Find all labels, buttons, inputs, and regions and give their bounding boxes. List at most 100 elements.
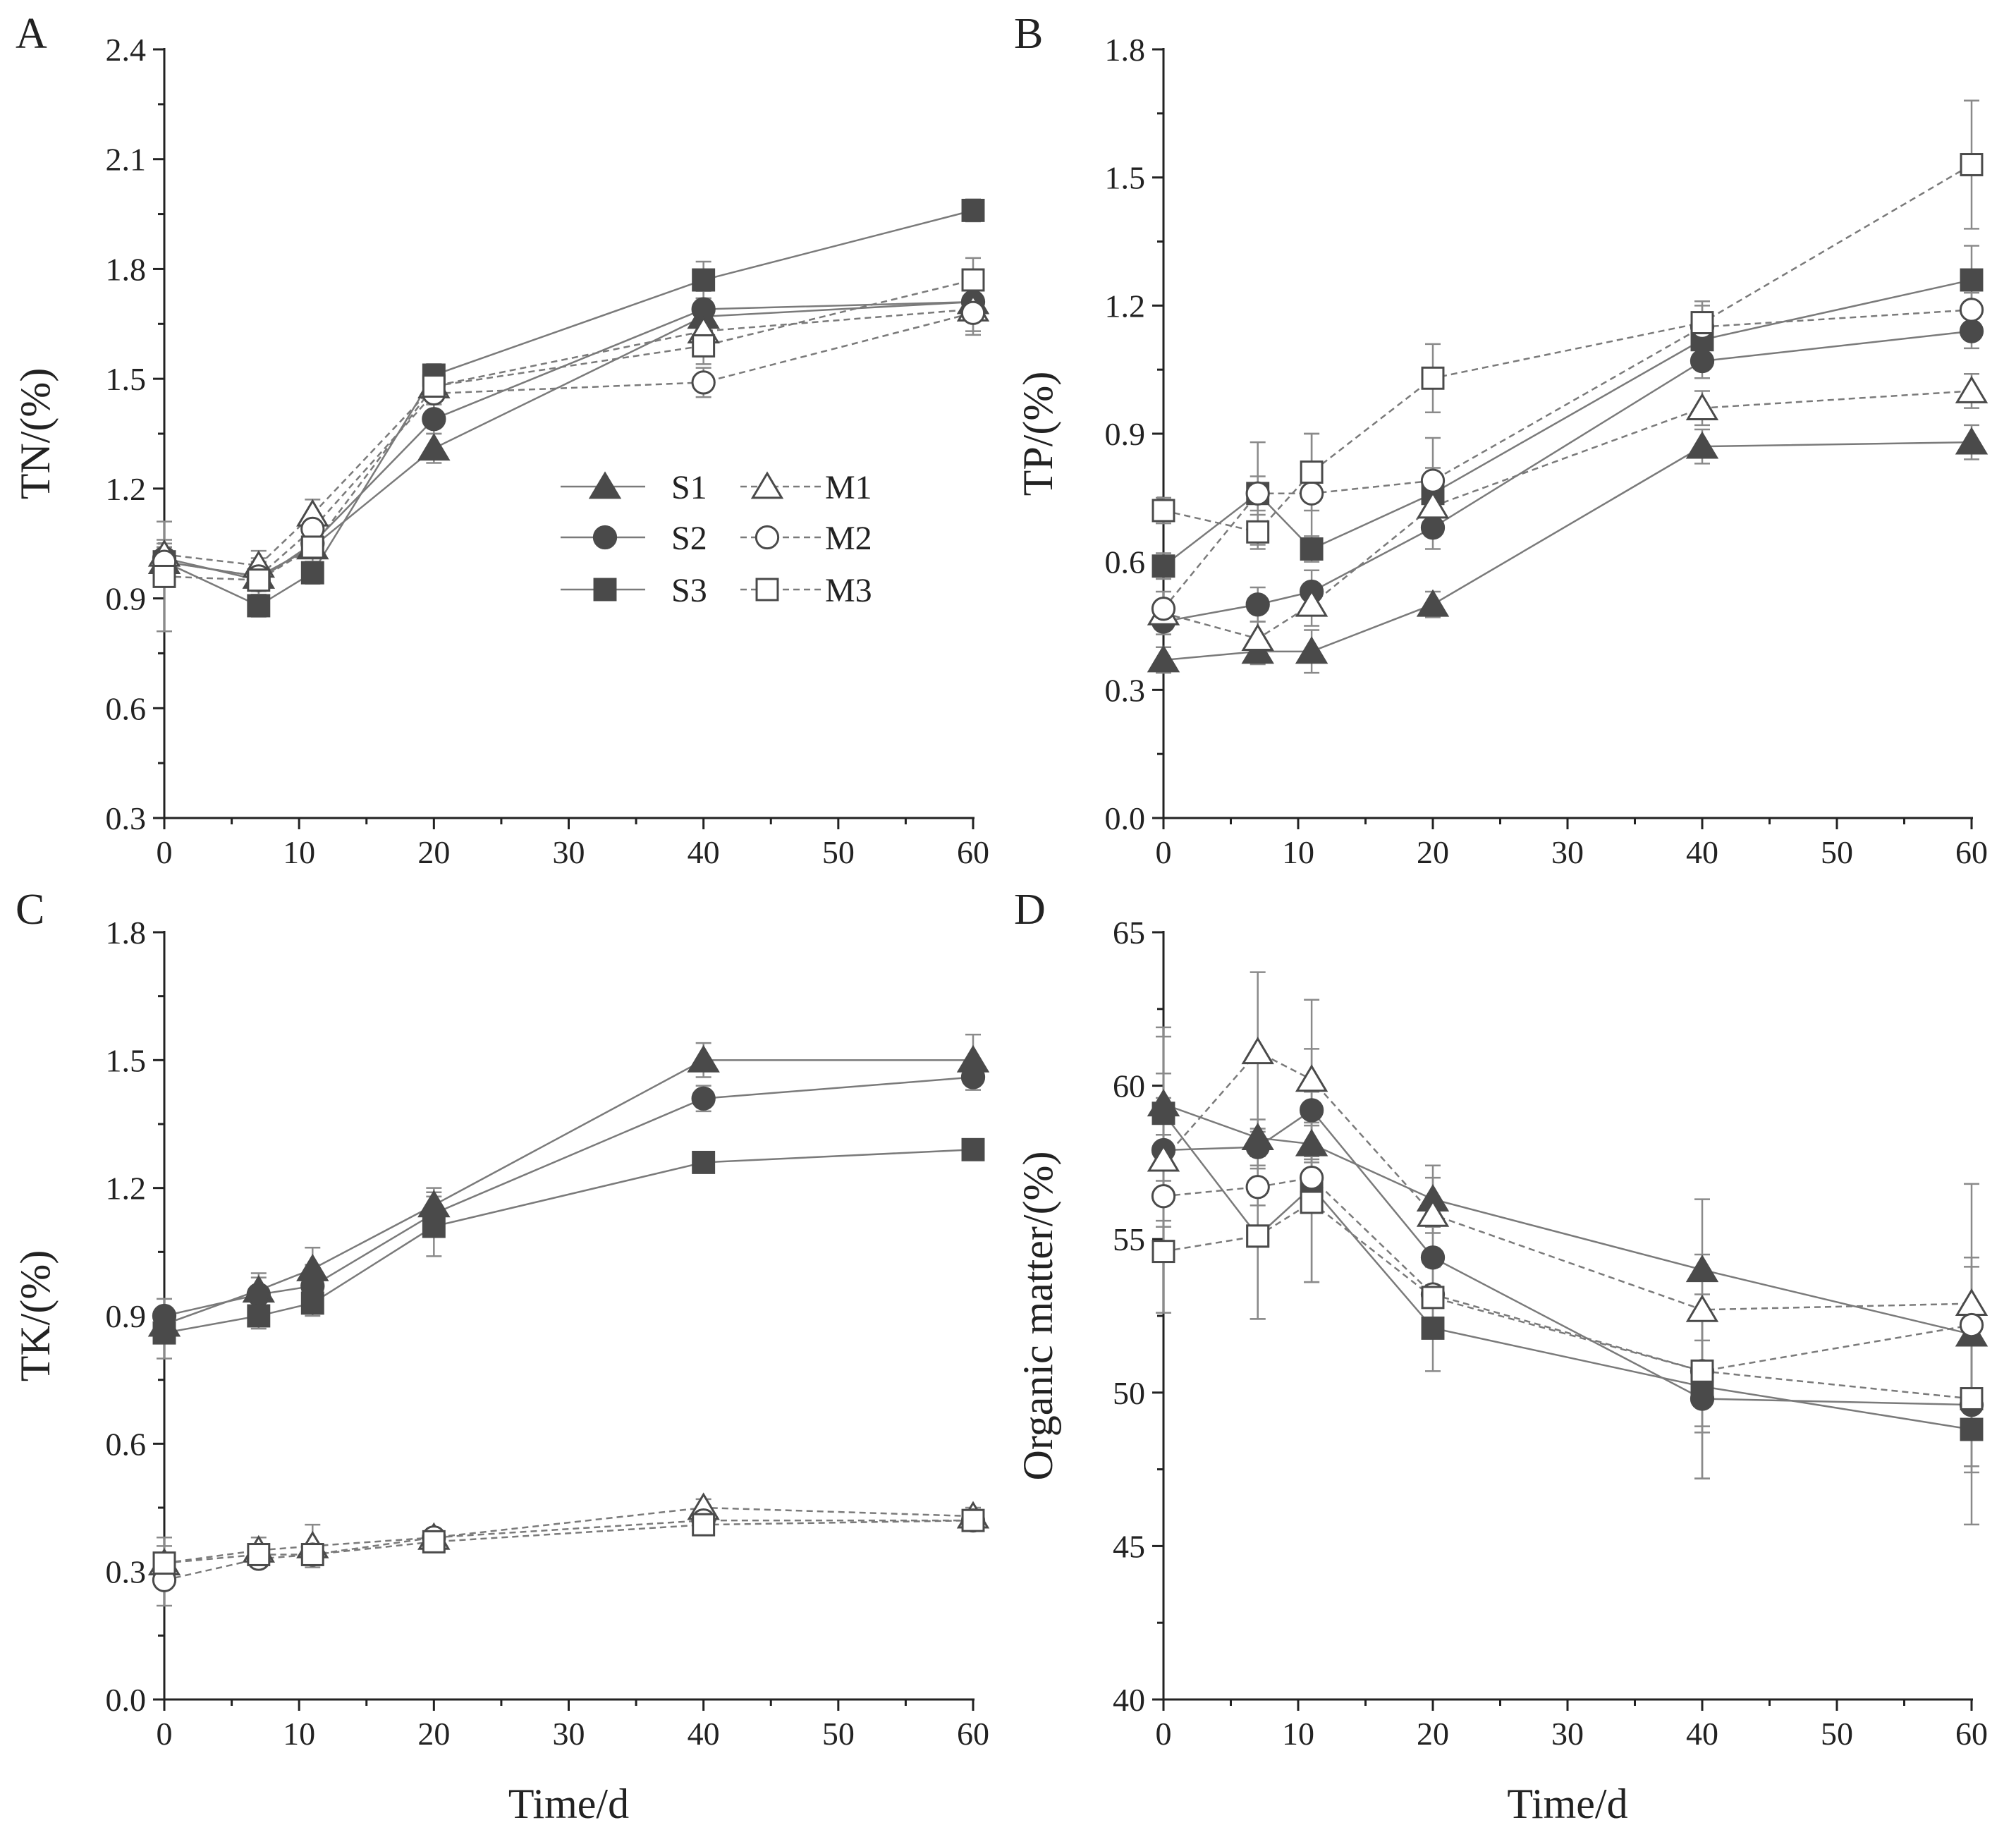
x-tick-label-a: 50 [822,834,855,870]
legend-marker-m2 [755,525,780,550]
x-tick-label-b: 40 [1686,834,1718,870]
x-tick-label-b: 50 [1821,834,1853,870]
data-point-m1 [1241,1037,1274,1065]
y-tick-label-b: 0.0 [1105,800,1146,836]
x-tick-label-b: 60 [1955,834,1988,870]
y-tick-label-a: 0.9 [106,581,147,617]
data-point-s1 [1416,589,1450,617]
data-point-m3 [1151,1240,1175,1264]
series-markers-c-s3 [152,1137,985,1345]
series-line-d-m1 [1163,1051,1972,1311]
data-point-m1 [1685,1294,1719,1322]
series-line-c-s1 [164,1059,973,1326]
data-point-m3 [1690,311,1714,335]
data-point-m3 [961,268,985,292]
series-line-d-m3 [1163,1201,1972,1400]
x-tick-label-c: 20 [417,1716,450,1752]
x-tick-label-c: 60 [957,1716,989,1752]
series-line-b-s1 [1163,441,1972,661]
legend-label-s2: S2 [671,520,707,557]
y-tick-label-b: 0.9 [1105,416,1146,452]
series-markers-d-m1 [1147,1037,1988,1322]
data-point-s2 [1245,592,1270,617]
y-tick-label-a: 1.2 [106,471,147,507]
data-point-m2 [691,370,716,395]
x-tick-label-a: 10 [283,834,315,870]
x-tick-label-c: 50 [822,1716,855,1752]
data-point-s3 [300,561,324,585]
series-markers-b-m3 [1151,153,1984,544]
y-tick-label-a: 0.3 [106,800,147,836]
legend-label-m2: M2 [825,520,872,557]
legend-marker-s1 [588,471,622,499]
y-tick-label-d: 45 [1113,1528,1145,1564]
series-markers-b-s1 [1147,427,1988,673]
y-tick-label-d: 50 [1113,1375,1145,1411]
y-tick-label-b: 1.5 [1105,160,1146,196]
data-point-s3 [247,594,271,618]
data-point-s2 [1299,1098,1324,1123]
legend-marker-m1 [750,471,784,499]
data-point-m3 [1246,1224,1270,1248]
data-point-m3 [300,535,324,559]
series-line-b-s2 [1163,330,1972,623]
panel-letter-b: B [1014,10,1043,58]
series-line-b-s3 [1163,279,1972,567]
data-point-m3 [1151,499,1175,523]
x-tick-label-c: 0 [157,1716,173,1752]
x-tick-label-d: 0 [1156,1716,1172,1752]
data-point-m2 [960,300,986,325]
data-point-m1 [1295,1064,1328,1092]
y-tick-label-d: 60 [1113,1068,1145,1104]
data-point-s1 [1685,1255,1719,1283]
data-point-s2 [1690,348,1715,374]
series-line-d-s3 [1163,1113,1972,1431]
data-point-m3 [1690,1359,1714,1383]
y-tick-label-c: 0.3 [106,1554,147,1590]
panel-letter-d: D [1014,886,1046,934]
data-point-m1 [1241,623,1274,652]
data-point-s3 [1151,554,1175,578]
data-point-s1 [1685,431,1719,459]
y-tick-label-a: 1.8 [106,251,147,287]
y-tick-label-b: 0.3 [1105,672,1146,708]
series-line-c-s3 [164,1149,974,1334]
data-point-m2 [1420,468,1446,493]
y-axis-label-b: TP/(%) [1015,372,1061,496]
x-tick-label-c: 10 [283,1716,315,1752]
series-line-c-m1 [164,1506,974,1564]
data-point-m2 [1299,481,1324,506]
data-point-s1 [1955,427,1988,455]
data-point-s3 [422,1214,446,1238]
legend-marker-m3 [755,578,779,602]
data-point-s1 [1295,1128,1328,1156]
data-point-s3 [1421,1316,1445,1340]
x-tick-label-d: 30 [1551,1716,1584,1752]
data-point-s2 [1959,319,1984,343]
data-point-m3 [1300,1190,1324,1214]
data-point-s3 [247,1304,271,1328]
y-tick-label-a: 2.1 [106,142,147,178]
data-point-m2 [1151,597,1176,621]
data-point-m3 [300,1543,324,1566]
data-point-s3 [1960,268,1984,292]
x-tick-label-d: 60 [1955,1716,1988,1752]
data-point-s1 [1147,645,1180,673]
series-line-d-m2 [1163,1176,1972,1372]
data-point-m1 [1295,589,1328,617]
x-tick-label-a: 40 [688,834,720,870]
y-axis-label-c: TK/(%) [12,1250,59,1382]
data-point-m3 [692,1513,716,1537]
data-point-s2 [1420,515,1446,540]
x-tick-label-a: 20 [417,834,450,870]
x-tick-label-b: 30 [1551,834,1584,870]
y-tick-label-c: 1.8 [106,915,147,951]
legend-label-m1: M1 [825,469,872,506]
series-line-c-m3 [164,1519,974,1564]
x-tick-label-d: 40 [1686,1716,1718,1752]
data-point-s2 [246,1282,271,1307]
series-line-b-m2 [1163,309,1972,610]
data-point-s2 [691,1086,716,1111]
series-line-b-m3 [1163,164,1972,533]
y-tick-label-d: 55 [1113,1221,1145,1257]
